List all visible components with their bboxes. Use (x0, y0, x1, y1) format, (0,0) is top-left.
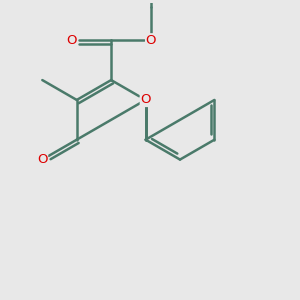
Text: O: O (37, 153, 48, 166)
Text: O: O (146, 34, 156, 47)
Text: O: O (66, 34, 77, 47)
Text: O: O (140, 93, 151, 106)
